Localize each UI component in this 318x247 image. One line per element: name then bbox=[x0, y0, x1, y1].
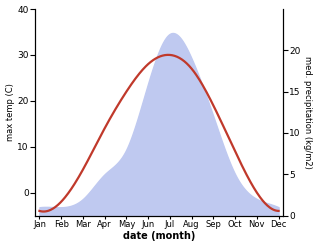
X-axis label: date (month): date (month) bbox=[123, 231, 195, 242]
Y-axis label: max temp (C): max temp (C) bbox=[5, 83, 15, 141]
Y-axis label: med. precipitation (kg/m2): med. precipitation (kg/m2) bbox=[303, 56, 313, 169]
